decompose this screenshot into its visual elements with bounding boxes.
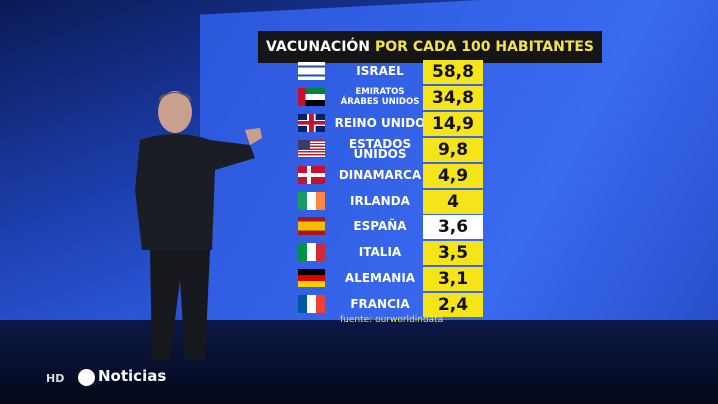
country-name: ALEMANIA <box>330 266 430 290</box>
title-text: VACUNACIÓN <box>266 39 371 55</box>
floor <box>0 320 718 404</box>
subtitle: POR CADA 100 HABITANTES <box>375 39 595 55</box>
country-name: IRLANDA <box>330 189 430 213</box>
flag <box>298 139 325 158</box>
flag <box>298 165 325 184</box>
table-row: DINAMARCA 4,9 <box>290 163 490 188</box>
country-name-line: ALEMANIA <box>344 271 416 286</box>
value-box: 34,8 <box>423 85 483 110</box>
table-row: ESPAÑA 3,6 <box>290 214 490 240</box>
value-box: 14,9 <box>423 111 483 136</box>
country-name: ITALIA <box>330 240 430 264</box>
value-box: 3,6 <box>423 215 483 240</box>
country-name: EMIRATOS ÁRABES UNIDOS <box>330 85 430 109</box>
hd-badge: HD <box>46 372 65 385</box>
flag <box>298 191 325 210</box>
table-row: FRANCIA 2,4 <box>290 292 490 318</box>
country-name-line: ÁRABES UNIDOS <box>340 96 420 107</box>
table-row: EMIRATOS ÁRABES UNIDOS 34,8 <box>290 85 490 110</box>
table-row: ESTADOS UNIDOS 9,8 <box>290 137 490 162</box>
country-name-line: ESTADOS UNIDOS <box>348 136 412 161</box>
country-name-line: DINAMARCA <box>338 167 422 182</box>
country-name: DINAMARCA <box>330 163 430 187</box>
country-name: ESPAÑA <box>330 214 430 238</box>
presenter <box>135 91 262 360</box>
country-name-line: ISRAEL <box>356 64 404 78</box>
country-name-line: ITALIA <box>358 245 402 260</box>
flag <box>298 113 325 132</box>
source: fuente: ourworldindata <box>340 315 444 325</box>
flag <box>298 217 325 236</box>
title: VACUNACIÓN POR CADA 100 HABITANTES <box>258 31 603 63</box>
country-name-line: IRLANDA <box>350 193 410 208</box>
country-name: ESTADOS UNIDOS <box>330 137 430 161</box>
channel-logo <box>78 369 95 386</box>
value-box: 2,4 <box>423 293 483 318</box>
table-row: ITALIA 3,5 <box>290 240 490 266</box>
country-name: ISRAEL <box>330 59 430 83</box>
value-box: 58,8 <box>423 60 483 84</box>
table-row: IRLANDA 4 <box>290 189 490 214</box>
country-name-line: FRANCIA <box>350 297 410 312</box>
flag <box>298 295 325 314</box>
flag <box>298 269 325 288</box>
table-row: REINO UNIDO 14,9 <box>290 111 490 136</box>
channel-name: Noticias <box>98 367 167 385</box>
flag <box>298 243 325 262</box>
value-box: 3,5 <box>423 241 483 266</box>
country-name-line: EMIRATOS <box>355 86 405 97</box>
value-box: 4,9 <box>423 163 483 188</box>
flag <box>298 62 325 80</box>
country-name-line: ESPAÑA <box>353 219 407 234</box>
value-box: 3,1 <box>423 267 483 292</box>
country-name-line: REINO UNIDO <box>334 115 426 130</box>
table-row: ISRAEL 58,8 <box>290 59 490 84</box>
value-box: 9,8 <box>423 137 483 162</box>
value-box: 4 <box>423 189 483 214</box>
country-name: REINO UNIDO <box>330 111 430 135</box>
table-row: ALEMANIA 3,1 <box>290 266 490 292</box>
country-name: FRANCIA <box>330 292 430 316</box>
flag <box>298 87 325 106</box>
